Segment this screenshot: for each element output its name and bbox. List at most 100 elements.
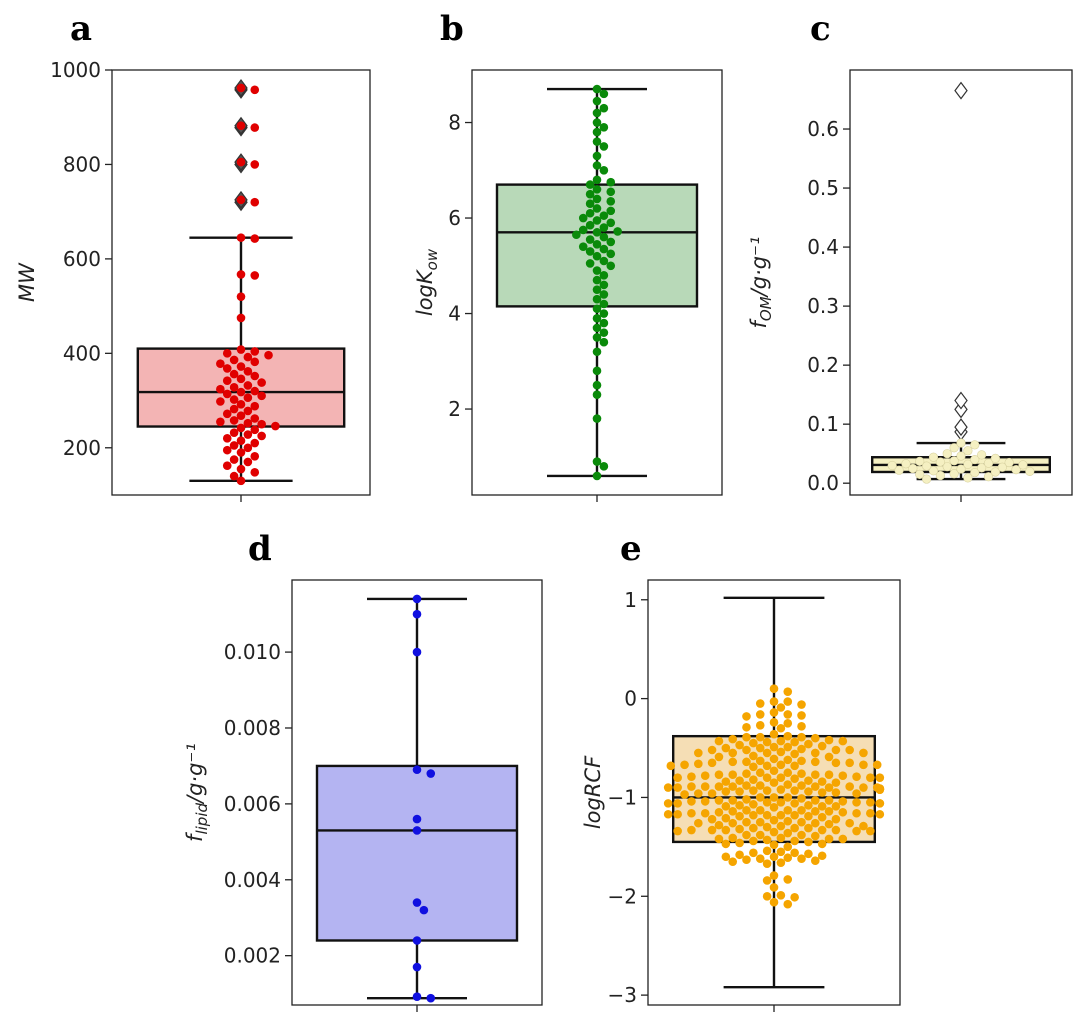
data-point <box>776 736 786 746</box>
data-point <box>592 194 602 204</box>
data-point <box>762 810 772 820</box>
y-tick-label: 0.4 <box>807 235 839 259</box>
data-point <box>721 825 731 835</box>
data-point <box>714 752 724 762</box>
data-point <box>824 834 834 844</box>
data-point <box>426 993 436 1003</box>
data-point <box>264 350 273 360</box>
data-point <box>824 796 834 805</box>
data-point <box>229 383 239 392</box>
data-point <box>578 225 588 235</box>
y-tick-label: 0.5 <box>807 176 839 200</box>
data-point <box>776 821 786 831</box>
data-point <box>243 430 253 439</box>
data-point <box>599 123 609 132</box>
data-point <box>735 850 744 860</box>
data-point <box>1025 466 1035 476</box>
data-point <box>599 142 609 151</box>
data-point <box>606 218 616 228</box>
data-point <box>769 803 779 812</box>
data-point <box>997 462 1007 472</box>
data-point <box>845 758 854 768</box>
data-point <box>271 421 280 431</box>
data-point <box>797 817 806 827</box>
data-point <box>728 833 738 843</box>
data-point <box>963 473 973 483</box>
data-point <box>755 743 765 753</box>
data-point <box>790 892 799 902</box>
data-point <box>707 745 717 755</box>
data-point <box>817 812 827 822</box>
data-point <box>735 824 744 834</box>
data-point <box>236 121 246 131</box>
data-point <box>908 463 918 474</box>
data-point <box>755 854 765 864</box>
outlier-marker <box>954 81 968 100</box>
data-point <box>859 821 868 831</box>
data-point <box>749 823 758 833</box>
data-point <box>776 747 786 757</box>
data-point <box>810 796 820 805</box>
data-point <box>236 157 246 167</box>
data-point <box>928 452 939 462</box>
y-tick-label: 4 <box>448 302 461 326</box>
data-point <box>243 457 253 467</box>
y-tick-label: −3 <box>608 983 637 1007</box>
data-point <box>875 799 885 808</box>
data-point <box>762 822 772 832</box>
data-point <box>790 774 799 783</box>
data-point <box>426 769 436 778</box>
data-point <box>977 463 987 473</box>
panel-d: 0.002 0.004 0.006 0.008 0.010 flipid/g·g⁻¹ <box>183 579 543 1012</box>
data-point <box>592 204 602 213</box>
data-point <box>762 876 772 885</box>
data-point <box>990 453 1001 464</box>
data-point <box>229 416 239 425</box>
data-point <box>845 745 854 755</box>
data-point <box>236 476 246 486</box>
data-point <box>694 789 703 798</box>
data-point <box>852 798 861 807</box>
data-point <box>742 781 751 790</box>
outlier-marker <box>954 391 968 410</box>
data-point <box>824 806 834 816</box>
data-point <box>783 687 793 696</box>
data-point <box>236 195 246 205</box>
data-point <box>755 710 765 719</box>
data-point <box>243 366 253 376</box>
data-point <box>229 471 239 481</box>
data-point <box>728 818 738 828</box>
y-axis-label: logRCF <box>581 755 605 829</box>
data-point <box>804 739 813 749</box>
data-point <box>735 776 744 785</box>
data-point <box>229 355 239 365</box>
data-point <box>755 781 765 790</box>
data-point <box>236 436 246 445</box>
data-point <box>599 299 609 309</box>
data-point <box>599 337 609 347</box>
data-point <box>412 814 422 824</box>
data-point <box>776 798 786 807</box>
data-point <box>585 220 595 230</box>
data-point <box>700 797 710 806</box>
data-point <box>749 836 758 846</box>
data-point <box>755 699 765 708</box>
data-point <box>942 462 952 472</box>
data-point <box>592 127 602 137</box>
data-point <box>783 793 793 802</box>
data-point <box>599 280 609 290</box>
data-point <box>250 386 260 396</box>
data-point <box>804 811 813 821</box>
data-point <box>243 418 253 428</box>
data-point <box>797 781 806 790</box>
data-point <box>769 897 779 907</box>
y-tick-label: −2 <box>608 884 637 908</box>
data-point <box>412 936 422 945</box>
data-point <box>769 871 779 880</box>
data-point <box>810 831 820 841</box>
data-point <box>694 759 703 769</box>
data-point <box>1004 457 1014 468</box>
data-point <box>687 825 696 835</box>
data-point <box>790 848 799 858</box>
data-point <box>852 772 861 781</box>
